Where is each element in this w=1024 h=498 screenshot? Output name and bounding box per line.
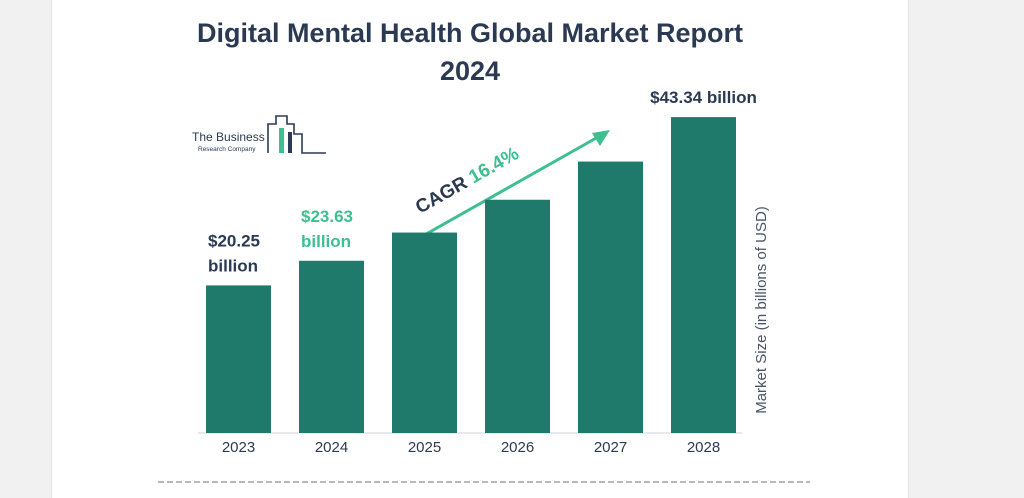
chart-title: Digital Mental Health Global Market Repo… [196,18,744,86]
logo-line1: The Business [192,130,265,144]
logo-accent-bar [288,132,292,153]
x-tick-label: 2028 [687,439,720,456]
logo-line2: Research Company [198,146,256,153]
bar-2027 [578,161,643,434]
data-label-2023: $20.25 billion [208,231,260,275]
bar-2028 [671,117,736,434]
data-label-2028: $43.34 billion [650,88,757,107]
x-tick-labels: 2023 2024 2025 2026 2027 2028 [222,439,720,456]
bar-2023 [206,285,271,433]
x-tick-label: 2024 [315,439,348,456]
bar-2024 [299,260,364,433]
x-tick-label: 2025 [408,439,441,456]
bar-2025 [392,232,457,433]
bars-layer [206,117,736,434]
logo-accent-bar [279,128,284,153]
report-card [52,0,908,498]
cagr-value: 16.4% [465,143,522,188]
logo-building-icon [267,115,326,154]
x-tick-label: 2027 [594,439,627,456]
data-label-2024: $23.63 billion [301,207,353,251]
x-tick-label: 2023 [222,439,255,456]
cagr-arrow [403,130,610,248]
data-labels: $20.25 billion $23.63 billion $43.34 billion [208,88,757,275]
company-logo: The Business Research Company [192,115,326,154]
y-axis-label: Market Size (in billions of USD) [753,206,770,414]
x-tick-label: 2026 [501,439,534,456]
bar-2026 [485,199,550,433]
